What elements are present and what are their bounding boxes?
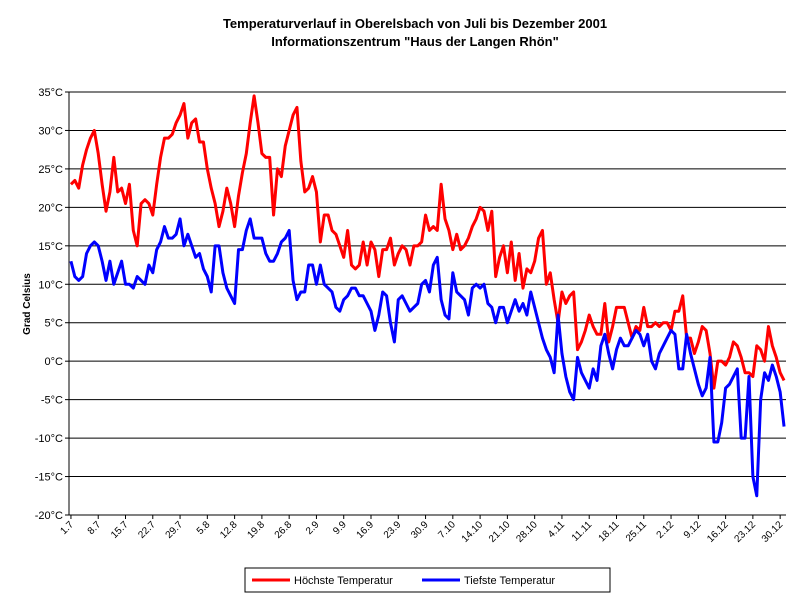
y-tick-label: 30°C	[38, 125, 63, 137]
y-tick-label: -5°C	[41, 395, 63, 407]
y-tick-label: -15°C	[35, 472, 63, 484]
y-tick-label: 35°C	[38, 87, 63, 99]
y-tick-label: -20°C	[35, 510, 63, 522]
y-tick-label: 25°C	[38, 164, 63, 176]
y-tick-label: 0°C	[45, 356, 64, 368]
y-axis-label: Grad Celsius	[22, 273, 33, 335]
series-line	[69, 94, 786, 390]
y-tick-label: 15°C	[38, 241, 63, 253]
chart-subtitle: Informationszentrum "Haus der Langen Rhö…	[271, 34, 559, 49]
y-tick-label: -10°C	[35, 433, 63, 445]
y-tick-label: 5°C	[45, 318, 64, 330]
legend-label: Tiefste Temperatur	[464, 575, 555, 587]
legend-label: Höchste Temperatur	[294, 575, 393, 587]
chart-title: Temperaturverlauf in Oberelsbach von Jul…	[223, 16, 607, 31]
y-tick-label: 10°C	[38, 279, 63, 291]
y-tick-label: 20°C	[38, 202, 63, 214]
series-line	[69, 217, 786, 498]
